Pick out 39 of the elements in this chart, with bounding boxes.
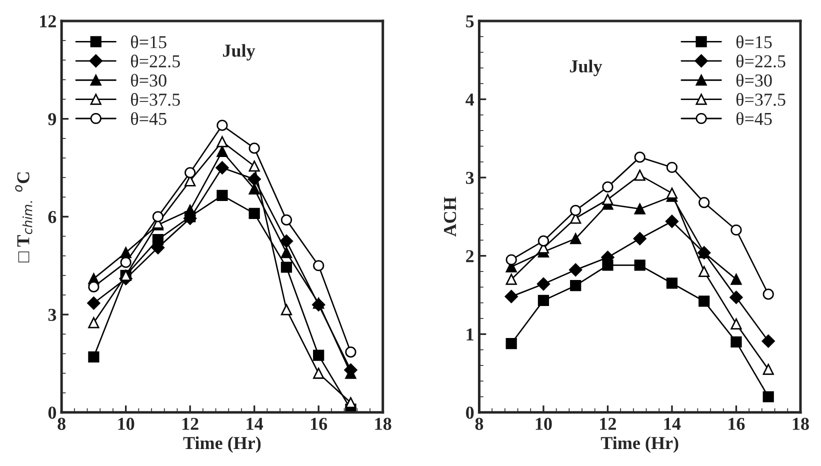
legend-label: θ=15 — [736, 35, 772, 48]
y-tick-label: 2 — [466, 250, 474, 262]
x-tick-label: 16 — [311, 418, 328, 430]
x-tick-label: 12 — [600, 418, 616, 430]
x-tick-label: 10 — [536, 418, 552, 430]
y-tick-label: 4 — [466, 94, 474, 106]
y-tick-label: 1 — [466, 328, 474, 340]
x-tick-label: 8 — [475, 418, 484, 430]
y-tick-label: 6 — [48, 211, 56, 224]
legend-label: θ=37.5 — [131, 93, 180, 106]
legend-label: θ=45 — [736, 112, 772, 125]
x-tick-label: 14 — [664, 418, 681, 430]
annotation: July — [570, 60, 602, 76]
legend-label: θ=30 — [736, 74, 772, 87]
x-tick-label: 18 — [375, 418, 392, 430]
y-tick-label: 5 — [466, 15, 474, 28]
x-tick-label: 14 — [246, 418, 264, 430]
legend-label: θ=15 — [131, 35, 166, 48]
legend-label: θ=45 — [131, 112, 166, 125]
y-tick-label: 0 — [48, 406, 56, 419]
y-axis-title: ACH — [444, 196, 456, 237]
y-tick-label: 0 — [466, 406, 474, 419]
x-tick-label: 12 — [182, 418, 198, 430]
y-tick-label: 12 — [40, 15, 56, 28]
x-tick-label: 10 — [118, 418, 134, 430]
legend-label: θ=30 — [131, 74, 166, 87]
x-axis-title: Time (Hr) — [600, 436, 678, 453]
annotation: July — [223, 44, 256, 60]
x-tick-label: 8 — [58, 418, 66, 430]
y-tick-label: 3 — [48, 308, 56, 321]
x-tick-label: 18 — [792, 418, 809, 430]
legend-label: θ=22.5 — [131, 54, 180, 68]
x-tick-label: 16 — [728, 418, 745, 430]
y-axis-title: □ T$_{chim.}$ $^{o}$C — [15, 172, 32, 262]
legend-label: θ=37.5 — [736, 93, 786, 106]
x-axis-title: Time (Hr) — [183, 436, 261, 453]
legend-label: θ=22.5 — [736, 54, 786, 68]
y-tick-label: 9 — [48, 113, 56, 126]
y-tick-label: 3 — [466, 172, 474, 184]
